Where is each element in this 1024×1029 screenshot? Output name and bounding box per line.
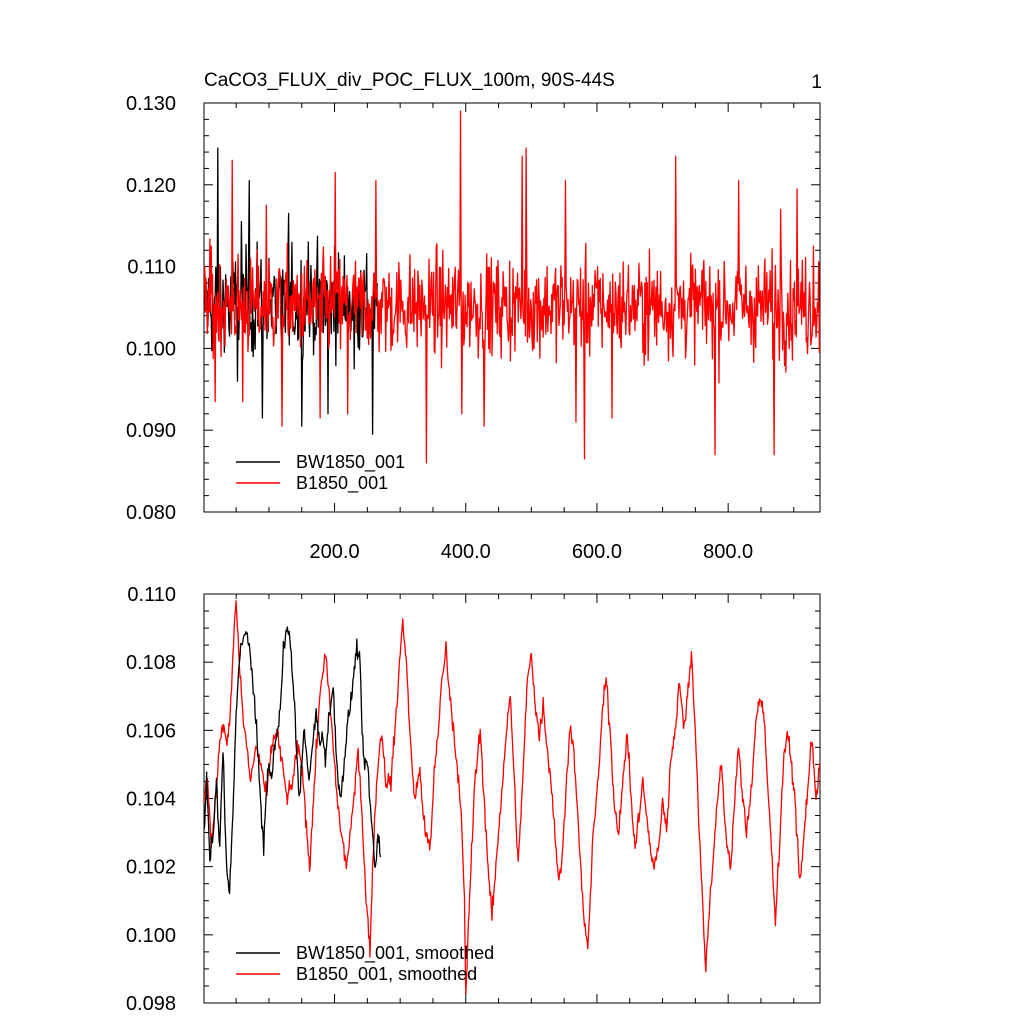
figure-title: CaCO3_FLUX_div_POC_FLUX_100m, 90S-44S [204, 70, 615, 91]
y-tick-label: 0.090 [126, 420, 176, 442]
legend-label: B1850_001 [296, 473, 388, 494]
y-tick-label: 0.110 [127, 584, 176, 606]
y-tick-label: 0.102 [126, 857, 176, 879]
legend-label: BW1850_001, smoothed [296, 943, 494, 964]
y-tick-label: 0.080 [126, 502, 176, 524]
y-tick-label: 0.110 [127, 257, 176, 279]
series-line-b1850 [204, 110, 820, 464]
x-tick-label: 200.0 [310, 541, 360, 563]
y-tick-label: 0.104 [126, 789, 176, 811]
plot-frame [203, 593, 821, 1004]
y-tick-label: 0.106 [126, 720, 176, 742]
series-group [204, 110, 820, 464]
y-tick-label: 0.100 [126, 925, 176, 947]
x-tick-label: 400.0 [441, 541, 491, 563]
series-group [204, 600, 820, 995]
legend-label: B1850_001, smoothed [296, 964, 477, 985]
y-tick-label: 0.100 [126, 338, 176, 360]
top-panel: 0.080 0.090 0.100 0.110 0.120 0.130 200.0 400.0… [126, 93, 821, 563]
series-line-bw1850 [204, 626, 382, 895]
tick-marks [204, 102, 820, 513]
tick-marks [204, 593, 820, 1004]
y-tick-label: 0.120 [126, 175, 176, 197]
series-line-bw1850 [204, 147, 378, 435]
legend-label: BW1850_001 [296, 452, 405, 473]
x-tick-label: 600.0 [572, 541, 622, 563]
panel-number: 1 [811, 72, 822, 93]
y-tick-label: 0.130 [126, 93, 176, 115]
series-line-b1850 [204, 600, 820, 995]
y-tick-label: 0.108 [126, 652, 176, 674]
y-tick-label: 0.098 [126, 993, 176, 1015]
bottom-panel: 0.098 0.100 0.102 0.104 0.106 0.108 0.110 BW185… [126, 584, 821, 1015]
x-tick-label: 800.0 [703, 541, 753, 563]
